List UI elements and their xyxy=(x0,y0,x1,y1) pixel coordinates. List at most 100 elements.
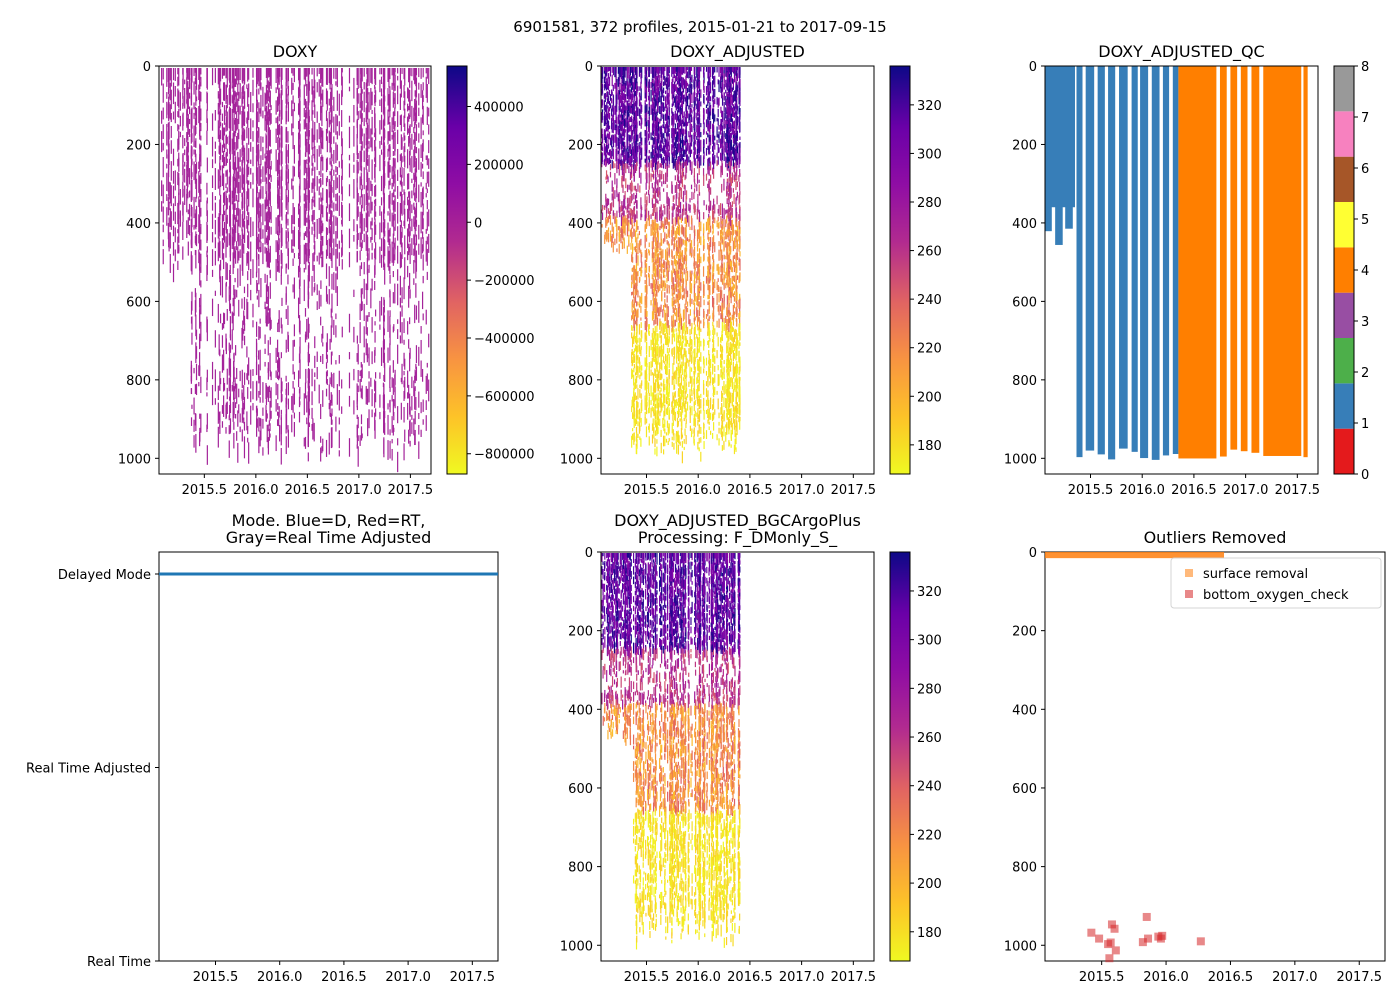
data-cell xyxy=(735,178,737,191)
data-cell xyxy=(281,381,283,392)
data-cell xyxy=(199,68,201,80)
data-cell xyxy=(266,68,268,88)
data-cell xyxy=(162,239,164,247)
data-cell xyxy=(360,242,362,251)
data-cell xyxy=(663,435,665,447)
data-cell xyxy=(418,300,420,323)
data-cell xyxy=(676,214,679,222)
data-cell xyxy=(268,81,270,93)
data-cell xyxy=(233,137,235,160)
data-cell xyxy=(336,144,338,161)
data-cell xyxy=(269,269,271,279)
data-cell xyxy=(259,189,261,200)
data-cell xyxy=(326,212,328,222)
data-cell xyxy=(652,263,654,274)
data-cell xyxy=(739,121,741,133)
data-cell xyxy=(666,107,668,112)
data-cell xyxy=(269,433,271,438)
data-cell xyxy=(683,268,685,275)
data-cell xyxy=(219,165,222,171)
data-cell xyxy=(219,264,221,279)
data-cell xyxy=(262,186,264,199)
colorbar-tick-label: −600000 xyxy=(474,390,535,405)
data-cell xyxy=(730,181,732,192)
data-cell xyxy=(228,425,230,435)
data-cell xyxy=(360,262,363,270)
data-cell xyxy=(225,152,227,165)
data-cell xyxy=(356,159,358,174)
data-cell xyxy=(299,155,301,178)
data-cell xyxy=(387,222,389,243)
x-tick-label: 2017.0 xyxy=(336,483,382,498)
data-cell xyxy=(671,284,673,290)
data-cell xyxy=(645,106,647,116)
data-cell xyxy=(223,82,225,101)
data-cell xyxy=(252,172,254,185)
data-cell xyxy=(676,366,678,376)
data-cell xyxy=(250,92,252,112)
data-cell xyxy=(233,294,235,316)
data-cell xyxy=(414,131,416,143)
data-cell xyxy=(259,417,261,427)
data-cell xyxy=(387,310,389,332)
data-cell xyxy=(247,425,249,435)
data-cell xyxy=(708,316,710,322)
data-cell xyxy=(363,167,365,190)
data-cell xyxy=(694,265,696,277)
data-cell xyxy=(680,382,682,395)
data-cell xyxy=(676,174,679,182)
data-cell xyxy=(219,68,221,74)
data-cell xyxy=(407,208,409,222)
data-cell xyxy=(676,205,679,213)
data-cell xyxy=(333,68,335,79)
data-cell xyxy=(730,420,732,425)
data-cell xyxy=(380,197,383,206)
data-cell xyxy=(167,122,169,127)
data-cell xyxy=(409,393,411,415)
data-cell xyxy=(326,90,328,111)
data-cell xyxy=(233,421,235,430)
data-cell xyxy=(258,417,260,432)
data-cell xyxy=(652,187,654,194)
data-cell xyxy=(229,131,232,152)
data-cell xyxy=(725,282,727,289)
data-cell xyxy=(256,130,258,143)
data-cell xyxy=(280,231,282,248)
data-cell xyxy=(256,380,258,401)
data-cell xyxy=(278,180,280,186)
data-cell xyxy=(684,185,686,196)
data-cell xyxy=(256,226,258,238)
data-cell xyxy=(622,100,624,109)
data-cell xyxy=(387,109,389,125)
data-cell xyxy=(178,68,180,86)
data-cell xyxy=(684,159,686,166)
data-cell xyxy=(325,388,328,397)
data-cell xyxy=(187,217,189,235)
data-cell xyxy=(663,280,665,287)
data-cell xyxy=(648,119,650,132)
data-cell xyxy=(247,364,249,381)
data-cell xyxy=(266,413,268,419)
data-cell xyxy=(392,91,394,108)
data-cell xyxy=(374,199,376,204)
data-cell xyxy=(325,362,328,369)
data-cell xyxy=(393,83,395,92)
data-cell xyxy=(645,402,648,413)
data-cell xyxy=(265,156,267,175)
data-cell xyxy=(606,198,609,206)
data-cell xyxy=(697,300,699,305)
data-cell xyxy=(336,166,338,175)
data-cell xyxy=(307,147,309,155)
data-cell xyxy=(420,211,422,234)
data-cell xyxy=(258,88,260,95)
data-cell xyxy=(231,190,233,205)
data-cell xyxy=(225,281,227,287)
data-cell xyxy=(241,239,243,258)
data-cell xyxy=(297,297,300,319)
data-cell xyxy=(258,350,260,360)
data-cell xyxy=(399,167,401,178)
data-cell xyxy=(663,188,665,192)
data-cell xyxy=(338,355,340,364)
data-cell xyxy=(259,326,261,339)
data-cell xyxy=(262,86,264,107)
